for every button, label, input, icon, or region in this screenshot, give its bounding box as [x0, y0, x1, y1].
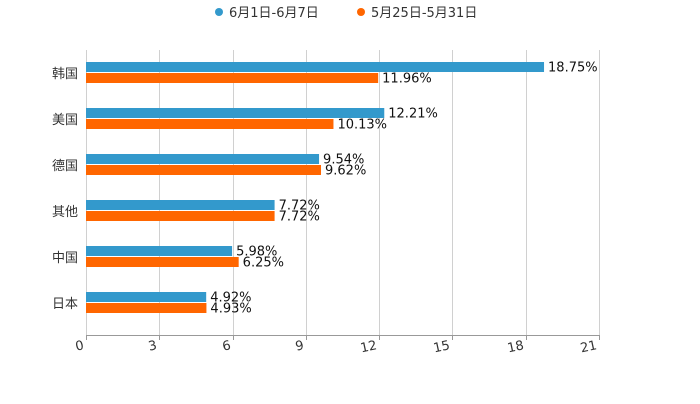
category-label: 日本: [52, 297, 78, 312]
x-tick-label: 15: [432, 338, 451, 356]
bar-previous: [86, 303, 207, 313]
data-label: 9.62%: [325, 164, 366, 179]
bar-previous: [86, 165, 322, 175]
data-label: 11.96%: [382, 72, 432, 87]
bar-previous: [86, 257, 239, 267]
legend-label: 5月25日-5月31日: [371, 6, 477, 21]
category-label: 其他: [52, 205, 78, 220]
bar-current: [86, 292, 207, 302]
x-tick-label: 9: [294, 338, 305, 354]
legend-marker: [215, 8, 223, 16]
data-label: 4.93%: [210, 302, 251, 317]
bar-current: [86, 200, 275, 210]
category-label: 韩国: [52, 67, 78, 82]
bar-current: [86, 246, 233, 256]
category-label: 中国: [52, 251, 78, 266]
data-label: 10.13%: [337, 118, 387, 133]
data-label: 9.54%: [323, 153, 364, 168]
data-label: 7.72%: [279, 199, 320, 214]
legend-label: 6月1日-6月7日: [229, 6, 319, 21]
data-label: 7.72%: [279, 210, 320, 225]
bar-previous: [86, 119, 334, 129]
bar-previous: [86, 211, 275, 221]
bar-previous: [86, 73, 379, 83]
data-label: 4.92%: [210, 291, 251, 306]
data-label: 6.25%: [243, 256, 284, 271]
category-label: 美国: [52, 113, 78, 128]
bar-current: [86, 154, 320, 164]
x-tick-label: 21: [579, 338, 598, 356]
data-label: 12.21%: [388, 107, 438, 122]
category-label: 德国: [52, 159, 78, 174]
bar-current: [86, 62, 545, 72]
x-tick-label: 3: [147, 338, 158, 354]
bar-current: [86, 108, 385, 118]
legend-marker: [357, 8, 365, 16]
x-tick-label: 0: [74, 338, 85, 354]
data-label: 5.98%: [236, 245, 277, 260]
x-tick-label: 6: [221, 338, 232, 354]
x-tick-label: 12: [359, 338, 378, 356]
data-label: 18.75%: [548, 61, 598, 76]
x-tick-label: 18: [506, 338, 525, 356]
